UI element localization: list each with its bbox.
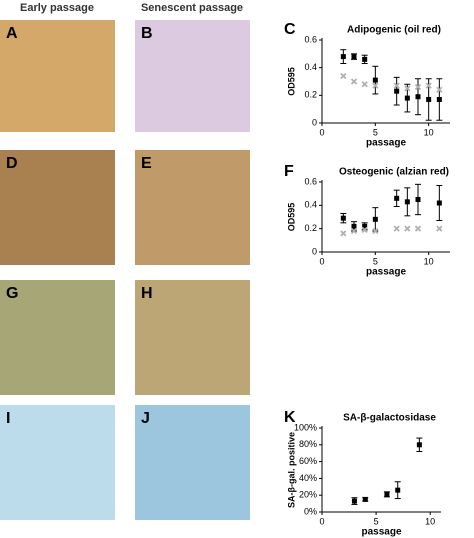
data-point xyxy=(384,491,390,497)
data-point xyxy=(436,86,443,93)
chart-title: SA-β-galactosidase xyxy=(343,413,436,424)
panel-label: D xyxy=(6,155,18,172)
data-point xyxy=(415,197,421,202)
panel-label: G xyxy=(6,285,18,302)
data-point xyxy=(361,81,368,88)
data-point xyxy=(404,199,410,205)
micrograph xyxy=(0,405,115,520)
data-point xyxy=(340,72,347,80)
y-tick-label: 60% xyxy=(299,456,317,466)
data-point xyxy=(395,487,401,493)
x-tick-label: 10 xyxy=(425,516,435,526)
data-point xyxy=(393,82,400,89)
y-tick-label: 0.6 xyxy=(304,176,317,186)
data-point xyxy=(362,56,368,62)
y-tick-label: 0.4 xyxy=(304,62,317,72)
micrograph xyxy=(135,405,250,520)
y-tick-label: 100% xyxy=(294,422,317,432)
data-point xyxy=(340,215,346,221)
chart-title: Osteogenic (alzian red) xyxy=(339,167,449,178)
data-point xyxy=(372,216,378,222)
x-tick-label: 5 xyxy=(373,127,378,137)
data-point xyxy=(426,96,432,102)
y-tick-label: 0 xyxy=(312,117,317,127)
x-axis-label: passage xyxy=(366,138,406,149)
data-point xyxy=(393,225,400,232)
data-point xyxy=(372,77,378,83)
data-point xyxy=(404,95,410,101)
data-point xyxy=(414,225,422,232)
data-point xyxy=(362,496,368,502)
y-tick-label: 0 xyxy=(312,246,317,256)
y-axis-label: SA-β-gal. positive xyxy=(286,432,296,508)
x-axis-label: passage xyxy=(366,267,406,278)
data-point xyxy=(362,223,368,229)
data-point xyxy=(372,227,379,235)
data-point xyxy=(436,96,442,102)
y-axis-label: OD595 xyxy=(286,67,296,96)
y-tick-label: 20% xyxy=(299,490,317,500)
micrograph xyxy=(0,150,115,265)
data-point xyxy=(404,85,411,92)
panel-label: H xyxy=(141,285,153,302)
data-point xyxy=(394,88,400,94)
data-point xyxy=(415,94,421,100)
column-header: Early passage xyxy=(20,2,94,14)
data-point xyxy=(416,442,422,448)
data-point xyxy=(340,230,347,237)
micrograph xyxy=(0,20,115,132)
panel-label: J xyxy=(141,410,150,427)
y-axis-label: OD595 xyxy=(286,203,296,232)
micrograph xyxy=(135,20,250,132)
chart-title: Adipogenic (oil red) xyxy=(347,25,441,36)
panel-label: I xyxy=(6,410,10,427)
y-tick-label: 0.4 xyxy=(304,200,317,210)
y-tick-label: 0.2 xyxy=(304,223,317,233)
x-tick-label: 5 xyxy=(373,256,378,266)
data-point xyxy=(351,223,357,229)
data-point xyxy=(436,200,442,206)
data-point xyxy=(372,82,379,89)
y-tick-label: 0.2 xyxy=(304,90,317,100)
panel-label: C xyxy=(284,21,296,38)
data-point xyxy=(350,227,358,235)
x-tick-label: 10 xyxy=(424,127,434,137)
x-axis-label: passage xyxy=(361,527,401,538)
x-tick-label: 5 xyxy=(374,516,379,526)
y-tick-label: 0.6 xyxy=(304,34,317,44)
data-point xyxy=(361,226,368,233)
column-header: Senescent passage xyxy=(141,2,243,14)
micrograph xyxy=(0,280,115,395)
x-tick-label: 0 xyxy=(319,256,324,266)
data-point xyxy=(351,54,357,60)
data-point xyxy=(414,83,422,91)
panel-label: F xyxy=(284,163,294,180)
micrograph xyxy=(135,280,250,395)
data-point xyxy=(404,225,411,232)
data-point xyxy=(340,54,346,60)
data-point xyxy=(425,82,432,89)
x-tick-label: 0 xyxy=(319,127,324,137)
y-tick-label: 0% xyxy=(304,506,317,516)
data-point xyxy=(394,195,400,201)
panel-label: A xyxy=(6,25,18,42)
x-tick-label: 0 xyxy=(319,516,324,526)
y-tick-label: 40% xyxy=(299,473,317,483)
y-tick-label: 80% xyxy=(299,439,317,449)
data-point xyxy=(351,498,357,504)
panel-label: E xyxy=(141,155,152,172)
data-point xyxy=(350,78,358,85)
micrograph xyxy=(135,150,250,265)
x-tick-label: 10 xyxy=(424,256,434,266)
data-point xyxy=(436,225,443,232)
panel-label: K xyxy=(284,409,296,426)
panel-label: B xyxy=(141,25,153,42)
